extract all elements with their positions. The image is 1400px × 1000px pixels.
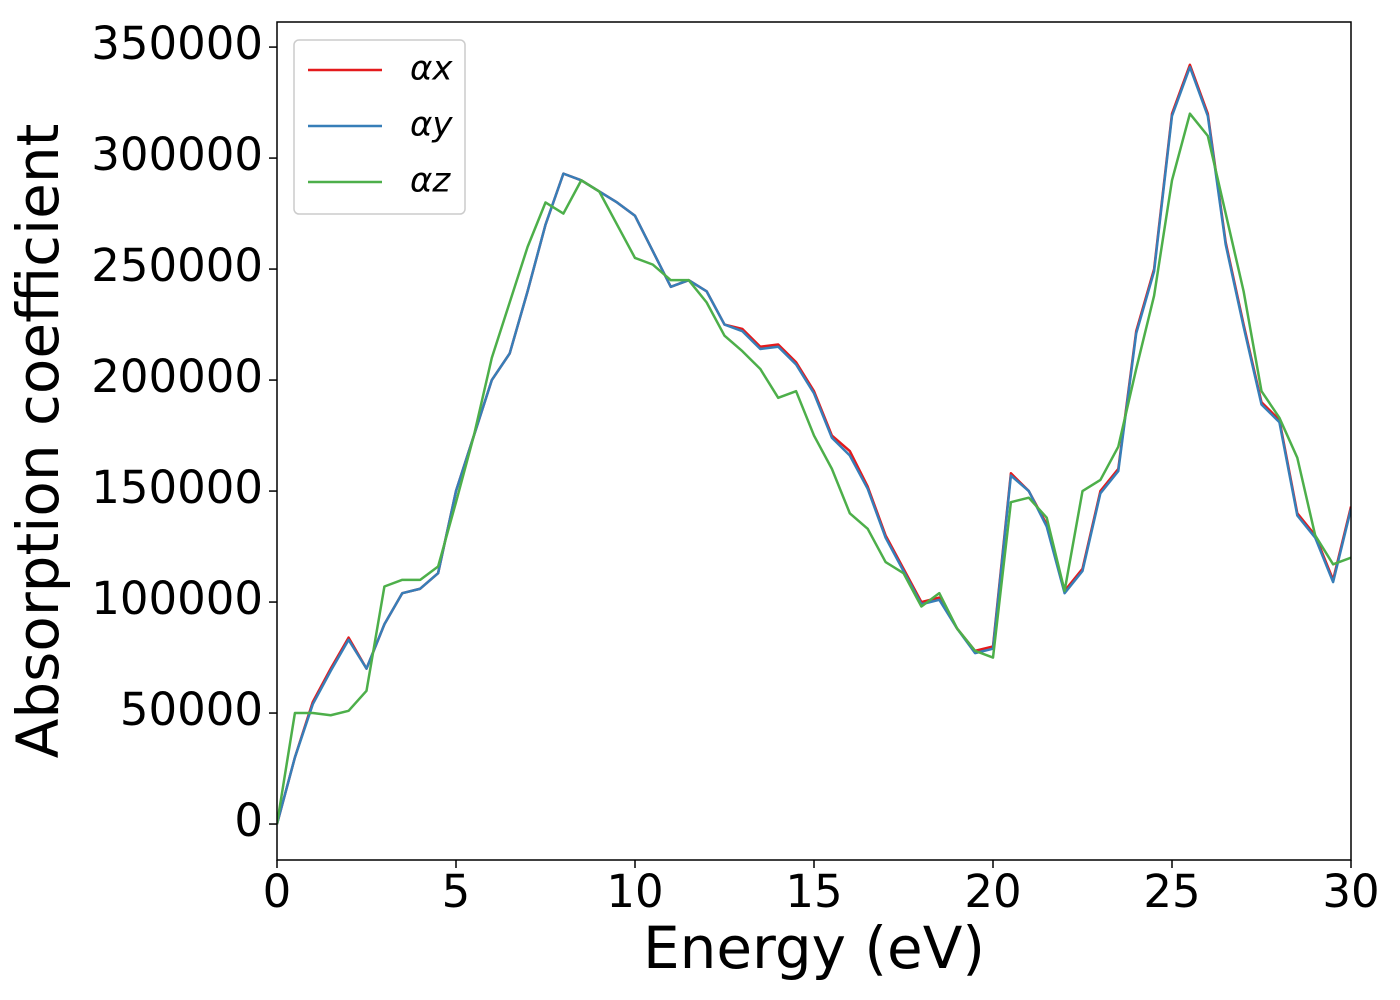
- x-tick-label: 0: [263, 865, 292, 918]
- x-tick-label: 5: [442, 865, 471, 918]
- x-tick-label: 10: [606, 865, 663, 918]
- legend-label: αz: [410, 161, 451, 201]
- y-tick-label: 150000: [91, 461, 263, 514]
- series-line: [277, 112, 1351, 825]
- y-tick-label: 50000: [120, 683, 263, 736]
- y-tick-label: 250000: [91, 239, 263, 292]
- legend-label: αx: [410, 49, 453, 89]
- y-axis-label: Absorption coefficient: [4, 124, 72, 759]
- x-tick-label: 15: [785, 865, 842, 918]
- series-line: [277, 65, 1351, 825]
- x-tick-label: 25: [1143, 865, 1200, 918]
- y-tick-label: 0: [234, 794, 263, 847]
- legend-label: αy: [410, 105, 453, 145]
- y-tick-label: 350000: [91, 17, 263, 70]
- y-tick-label: 300000: [91, 128, 263, 181]
- plot-frame: [276, 21, 1352, 861]
- x-tick-label: 20: [964, 865, 1021, 918]
- y-tick-label: 200000: [91, 350, 263, 403]
- x-axis-label: Energy (eV): [643, 914, 985, 982]
- y-tick-label: 100000: [91, 572, 263, 625]
- x-tick-label: 30: [1322, 865, 1379, 918]
